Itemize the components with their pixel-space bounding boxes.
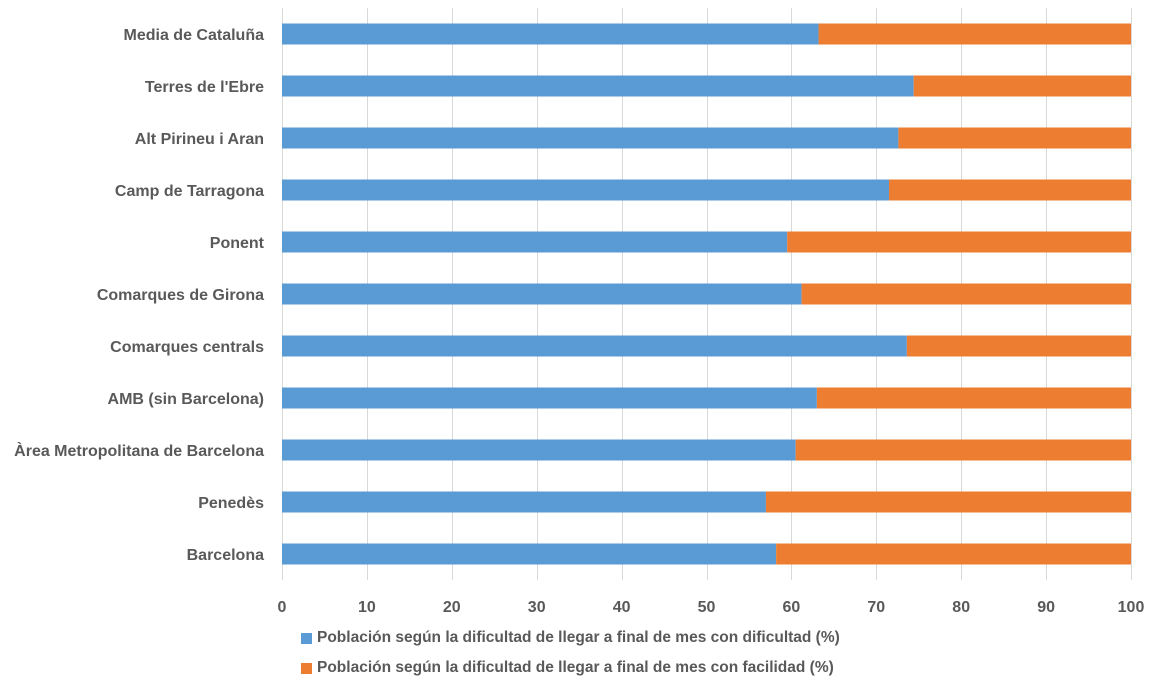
bar-segment-facilidad bbox=[776, 543, 1131, 565]
bar-segment-dificultad bbox=[282, 231, 788, 253]
bar-segment-facilidad bbox=[913, 75, 1131, 97]
bar-segment-dificultad bbox=[282, 127, 899, 149]
category-label: Terres de l'Ebre bbox=[145, 79, 264, 96]
category-label: Ponent bbox=[210, 235, 265, 252]
bar-segment-facilidad bbox=[889, 179, 1131, 201]
legend-item-dificultad: Población según la dificultad de llegar … bbox=[301, 629, 840, 647]
x-tick-label: 80 bbox=[952, 599, 970, 616]
bar-segment-dificultad bbox=[282, 23, 819, 45]
bar-segment-facilidad bbox=[801, 283, 1131, 305]
bar-segment-facilidad bbox=[795, 439, 1131, 461]
bar-segment-facilidad bbox=[787, 231, 1131, 253]
category-label: Àrea Metropolitana de Barcelona bbox=[14, 441, 264, 460]
category-label: Media de Cataluña bbox=[124, 27, 265, 44]
bar-segment-dificultad bbox=[282, 439, 796, 461]
legend-item-facilidad: Población según la dificultad de llegar … bbox=[301, 659, 834, 677]
bar-segment-dificultad bbox=[282, 283, 802, 305]
x-tick-label: 30 bbox=[528, 599, 546, 616]
category-labels: Media de Cataluña Terres de l'Ebre Alt Pir… bbox=[14, 27, 265, 564]
category-label: Penedès bbox=[198, 495, 264, 512]
x-tick-label: 50 bbox=[698, 599, 716, 616]
category-label: Alt Pirineu i Aran bbox=[135, 131, 264, 148]
legend-label-facilidad: Población según la dificultad de llegar … bbox=[317, 659, 834, 676]
x-tick-labels: 0 10 20 30 40 50 60 70 80 90 100 bbox=[278, 599, 1145, 616]
category-label: Camp de Tarragona bbox=[115, 183, 264, 200]
x-tick-label: 60 bbox=[783, 599, 801, 616]
x-tick-label: 70 bbox=[867, 599, 885, 616]
category-label: Comarques de Girona bbox=[97, 287, 264, 304]
bar-segment-dificultad bbox=[282, 543, 777, 565]
bars bbox=[282, 23, 1131, 565]
legend-label-dificultad: Población según la dificultad de llegar … bbox=[317, 629, 840, 646]
x-tick-label: 40 bbox=[613, 599, 631, 616]
bar-segment-dificultad bbox=[282, 387, 817, 409]
x-tick-label: 20 bbox=[443, 599, 461, 616]
x-tick-label: 90 bbox=[1037, 599, 1055, 616]
category-label: Comarques centrals bbox=[110, 339, 264, 356]
bar-segment-dificultad bbox=[282, 75, 914, 97]
x-tick-label: 100 bbox=[1118, 599, 1145, 616]
x-tick-label: 0 bbox=[278, 599, 287, 616]
legend-swatch-dificultad bbox=[301, 632, 312, 644]
bar-segment-facilidad bbox=[818, 23, 1131, 45]
bar-segment-facilidad bbox=[816, 387, 1131, 409]
legend-swatch-facilidad bbox=[301, 662, 312, 674]
bar-segment-facilidad bbox=[906, 335, 1131, 357]
bar-segment-facilidad bbox=[898, 127, 1131, 149]
bar-segment-facilidad bbox=[765, 491, 1131, 513]
category-label: AMB (sin Barcelona) bbox=[108, 391, 264, 408]
bar-segment-dificultad bbox=[282, 491, 766, 513]
bar-segment-dificultad bbox=[282, 179, 890, 201]
category-label: Barcelona bbox=[187, 547, 264, 564]
x-tick-label: 10 bbox=[358, 599, 376, 616]
bar-segment-dificultad bbox=[282, 335, 907, 357]
